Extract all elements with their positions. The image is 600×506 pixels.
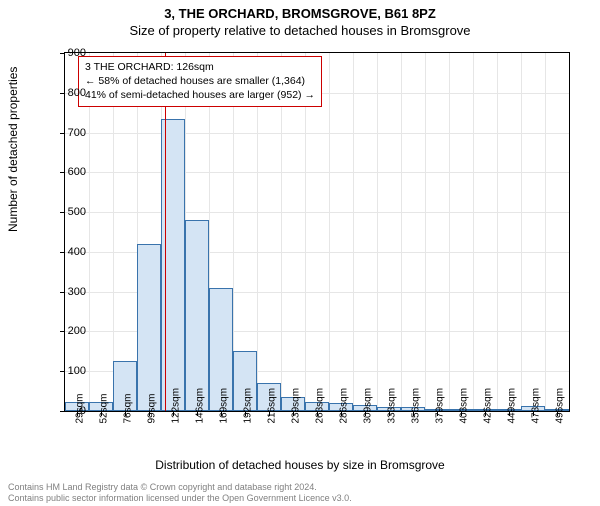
ytick-label: 100: [46, 365, 86, 377]
footer-attribution: Contains HM Land Registry data © Crown c…: [0, 482, 600, 505]
gridline-v: [425, 53, 426, 411]
callout-line3: 41% of semi-detached houses are larger (…: [85, 88, 315, 102]
gridline-v: [449, 53, 450, 411]
chart-title-address: 3, THE ORCHARD, BROMSGROVE, B61 8PZ: [0, 6, 600, 21]
chart-container: 3, THE ORCHARD, BROMSGROVE, B61 8PZ Size…: [0, 6, 600, 506]
gridline-v: [113, 53, 114, 411]
histogram-bar: [137, 244, 161, 411]
callout-box: 3 THE ORCHARD: 126sqm ← 58% of detached …: [78, 56, 322, 107]
footer-line2: Contains public sector information licen…: [8, 493, 600, 504]
callout-line1: 3 THE ORCHARD: 126sqm: [85, 60, 315, 74]
chart-title-desc: Size of property relative to detached ho…: [0, 23, 600, 38]
footer-line1: Contains HM Land Registry data © Crown c…: [8, 482, 600, 493]
gridline-h: [65, 133, 569, 134]
ytick-label: 400: [46, 246, 86, 258]
ytick-label: 700: [46, 127, 86, 139]
gridline-v: [545, 53, 546, 411]
gridline-v: [401, 53, 402, 411]
gridline-h: [65, 172, 569, 173]
gridline-v: [89, 53, 90, 411]
x-axis-label: Distribution of detached houses by size …: [0, 458, 600, 472]
histogram-bar: [185, 220, 209, 411]
property-marker-line: [165, 53, 166, 411]
gridline-v: [305, 53, 306, 411]
ytick-label: 800: [46, 87, 86, 99]
ytick-label: 600: [46, 166, 86, 178]
gridline-v: [329, 53, 330, 411]
gridline-v: [521, 53, 522, 411]
ytick-label: 300: [46, 286, 86, 298]
gridline-v: [257, 53, 258, 411]
gridline-v: [281, 53, 282, 411]
gridline-h: [65, 212, 569, 213]
ytick-label: 900: [46, 47, 86, 59]
ytick-label: 200: [46, 325, 86, 337]
ytick-label: 500: [46, 206, 86, 218]
gridline-v: [377, 53, 378, 411]
callout-line2: ← 58% of detached houses are smaller (1,…: [85, 74, 315, 88]
gridline-v: [353, 53, 354, 411]
gridline-v: [497, 53, 498, 411]
gridline-v: [473, 53, 474, 411]
y-axis-label: Number of detached properties: [6, 67, 20, 232]
